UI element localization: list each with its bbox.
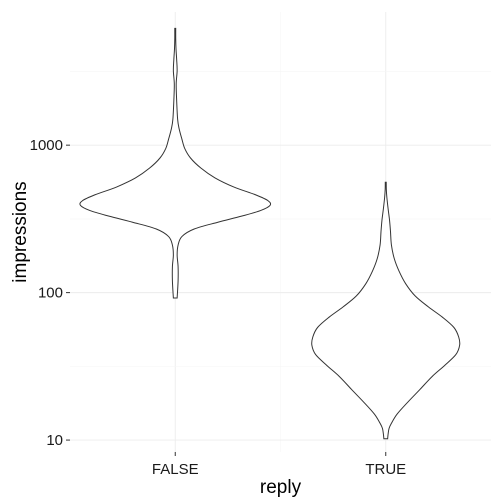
violins — [79, 27, 461, 440]
x-tick-label: TRUE — [365, 461, 406, 478]
y-tick-label: 100 — [38, 285, 63, 302]
y-tick-label: 1000 — [30, 137, 63, 154]
grid — [70, 12, 491, 452]
x-axis-title: reply — [260, 477, 302, 498]
violin-true — [311, 181, 461, 440]
y-axis-title: impressions — [10, 181, 31, 282]
y-tick-label: 10 — [46, 432, 63, 449]
axes: 10 100 1000 FALSE TRUE — [30, 137, 407, 478]
x-tick-label: FALSE — [152, 461, 199, 478]
violin-false — [79, 27, 272, 299]
